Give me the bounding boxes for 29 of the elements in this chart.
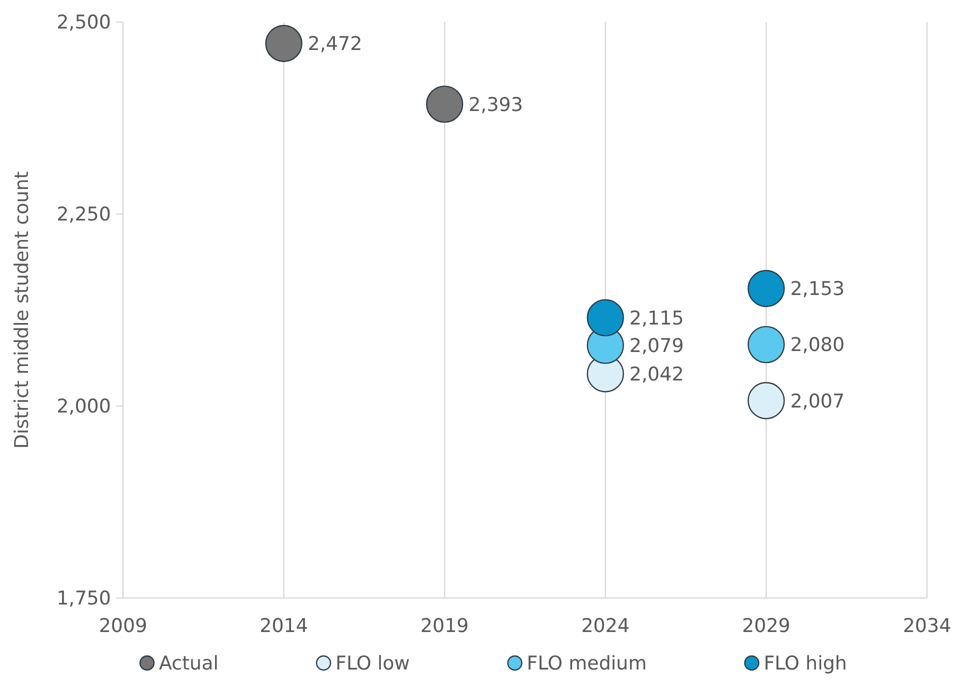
data-label: 2,472 [308,33,362,56]
data-label: 2,042 [629,363,684,386]
data-label: 2,079 [629,334,684,357]
legend-label: Actual [159,652,219,675]
data-label: 2,393 [468,94,524,116]
point [748,326,785,364]
x-tick-label: 2019 [420,615,469,637]
point [586,299,624,336]
y-tick-label: 2,000 [56,396,111,418]
x-tick-label: 2029 [742,615,790,637]
x-tick-label: 2034 [902,615,952,637]
y-tick-label: 2,250 [56,204,111,226]
point [426,86,464,123]
x-tick-label: 2024 [581,615,630,637]
point [265,24,302,62]
x-tick-label: 2009 [98,615,148,637]
legend-label: FLO high [764,652,847,675]
point [748,382,785,420]
data-label: 2,080 [790,334,845,356]
point [748,270,785,308]
legend-label: FLO medium [526,652,647,675]
data-label: 2,007 [790,390,845,412]
y-axis-title: District middle student count [11,171,33,449]
y-tick-label: 2,500 [56,12,111,34]
data-label: 2,115 [629,307,684,330]
data-label: 2,153 [790,278,845,300]
x-tick-label: 2014 [260,615,308,637]
y-tick-label: 1,750 [56,588,111,610]
legend-label: FLO low [336,652,410,675]
